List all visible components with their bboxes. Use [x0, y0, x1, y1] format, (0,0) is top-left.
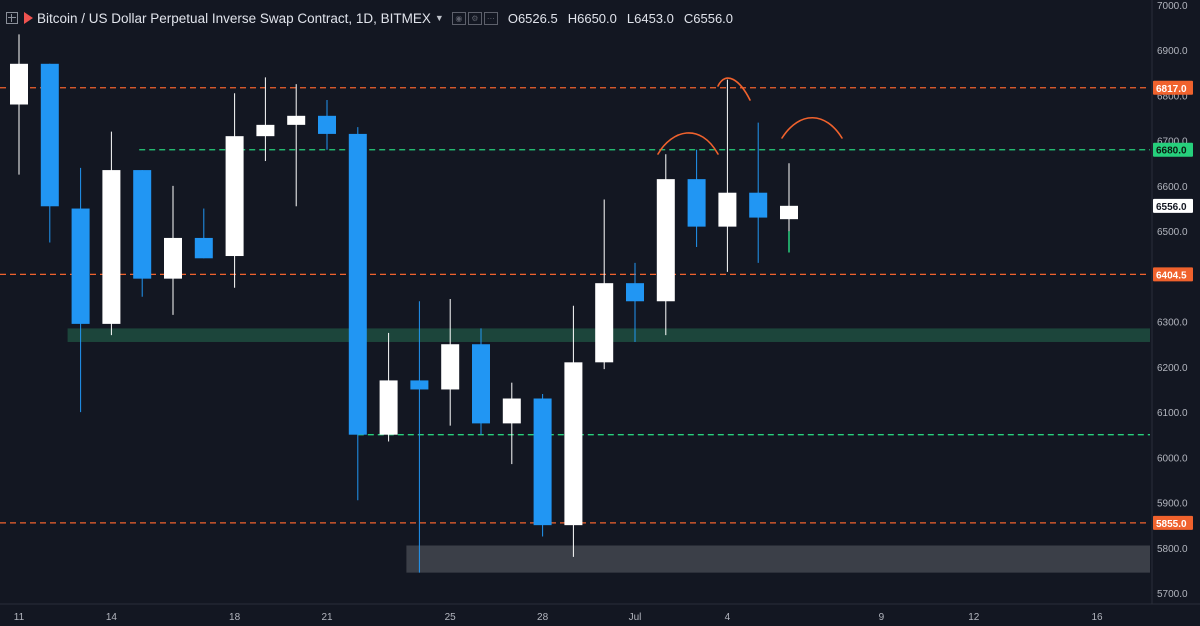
candle-body — [749, 192, 768, 218]
candle-body — [133, 170, 152, 279]
y-tick-label: 6100.0 — [1157, 408, 1188, 419]
candle-body — [102, 170, 121, 324]
ohlc-high: H6650.0 — [567, 10, 617, 26]
x-tick-label: Jul — [629, 612, 642, 623]
y-tick-label: 6800.0 — [1157, 91, 1188, 102]
chart-header: Bitcoin / US Dollar Perpetual Inverse Sw… — [0, 0, 733, 36]
y-tick-label: 6300.0 — [1157, 318, 1188, 329]
drawn-arc-3 — [781, 116, 843, 139]
candle-body — [718, 192, 737, 227]
candle-body — [10, 63, 28, 105]
x-tick-label: 9 — [879, 612, 885, 623]
x-tick-label: 18 — [229, 612, 241, 623]
y-tick-label: 7000.0 — [1157, 1, 1188, 12]
y-tick-label: 5700.0 — [1157, 589, 1188, 600]
chevron-down-icon[interactable]: ▼ — [434, 13, 444, 23]
candle-body — [225, 136, 244, 257]
ohlc-open: O6526.5 — [507, 10, 558, 26]
candle-body — [379, 380, 398, 435]
price-tag-bg — [1153, 515, 1193, 530]
eye-icon[interactable]: ◉ — [451, 11, 466, 25]
symbol-title[interactable]: Bitcoin / US Dollar Perpetual Inverse Sw… — [37, 10, 431, 26]
y-tick-label: 5900.0 — [1157, 499, 1188, 510]
ohlc-close: C6556.0 — [683, 10, 734, 26]
candle-body — [595, 283, 614, 363]
candle-body — [780, 205, 798, 220]
x-tick-label: 12 — [968, 612, 980, 623]
candle-body — [502, 398, 521, 424]
price-tag-label: 6404.5 — [1156, 270, 1187, 281]
candle-body — [410, 380, 429, 390]
x-tick-label: 28 — [537, 612, 549, 623]
candle-body — [194, 237, 213, 259]
zone-gray-1 — [406, 545, 1150, 573]
expand-icon[interactable] — [6, 12, 18, 24]
candle-body — [656, 179, 675, 302]
candle-body — [626, 283, 644, 302]
price-tag-bg — [1153, 267, 1193, 282]
x-tick-label: 16 — [1091, 612, 1103, 623]
candle-body — [318, 115, 336, 134]
price-tag-label: 5855.0 — [1156, 519, 1187, 530]
price-tag-label: 6817.0 — [1156, 84, 1187, 95]
drawn-arc-1 — [657, 132, 719, 155]
candle-body — [287, 115, 306, 125]
drawn-arc-2 — [717, 77, 751, 101]
candle-body — [472, 344, 490, 424]
y-tick-label: 6700.0 — [1157, 137, 1188, 148]
candle-body — [40, 63, 59, 207]
more-icon[interactable]: ⋯ — [483, 11, 498, 25]
ohlc-low: L6453.0 — [626, 10, 674, 26]
price-tag-bg — [1153, 142, 1193, 157]
x-tick-label: 4 — [725, 612, 731, 623]
last-price-tag-bg — [1153, 198, 1193, 213]
x-tick-label: 25 — [445, 612, 457, 623]
candle-body — [164, 237, 182, 279]
x-tick-label: 21 — [321, 612, 333, 623]
y-tick-label: 5800.0 — [1157, 544, 1188, 555]
settings-icon[interactable]: ⚙ — [467, 11, 482, 25]
ohlc-readout: O6526.5 H6650.0 L6453.0 C6556.0 — [508, 11, 733, 26]
candle-body — [71, 208, 90, 324]
x-tick-label: 14 — [106, 612, 118, 623]
candle-body — [533, 398, 552, 526]
candle-body — [348, 133, 367, 435]
candle-body — [441, 344, 460, 390]
y-tick-label: 6600.0 — [1157, 182, 1188, 193]
price-tag-bg — [1153, 80, 1193, 95]
y-tick-label: 6200.0 — [1157, 363, 1188, 374]
last-price-tag-label: 6556.0 — [1156, 202, 1187, 213]
y-tick-label: 6000.0 — [1157, 453, 1188, 464]
bitmex-logo-icon — [24, 12, 33, 24]
y-tick-label: 6900.0 — [1157, 46, 1188, 57]
candle-body — [687, 179, 706, 227]
candle-body — [564, 362, 583, 526]
y-tick-label: 6500.0 — [1157, 227, 1188, 238]
candle-body — [256, 124, 275, 137]
price-tag-label: 6680.0 — [1156, 146, 1187, 157]
x-tick-label: 11 — [14, 612, 25, 623]
